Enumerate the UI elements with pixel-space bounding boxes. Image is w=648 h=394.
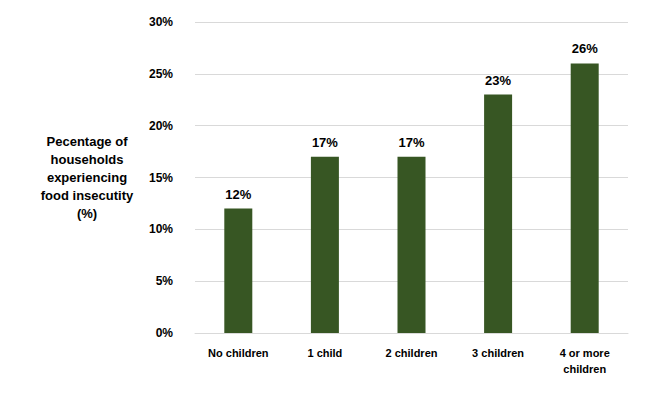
svg-text:1 child: 1 child [307, 347, 342, 359]
svg-text:food insecutity: food insecutity [41, 188, 134, 203]
svg-text:5%: 5% [156, 274, 174, 288]
svg-text:26%: 26% [572, 41, 598, 56]
svg-text:2 children: 2 children [386, 347, 438, 359]
svg-text:children: children [563, 363, 606, 375]
svg-text:experiencing: experiencing [47, 170, 127, 185]
svg-text:4 or more: 4 or more [560, 347, 610, 359]
svg-text:Pecentage of: Pecentage of [47, 134, 129, 149]
svg-text:30%: 30% [149, 15, 173, 29]
svg-text:0%: 0% [156, 326, 174, 340]
svg-text:15%: 15% [149, 171, 173, 185]
svg-text:10%: 10% [149, 222, 173, 236]
svg-text:23%: 23% [485, 73, 511, 88]
svg-text:17%: 17% [312, 135, 338, 150]
svg-text:(%): (%) [77, 206, 97, 221]
svg-text:households: households [51, 152, 124, 167]
svg-text:No children: No children [208, 347, 269, 359]
svg-text:25%: 25% [149, 67, 173, 81]
svg-text:12%: 12% [225, 187, 251, 202]
svg-text:3 children: 3 children [472, 347, 524, 359]
svg-text:17%: 17% [398, 135, 424, 150]
svg-text:20%: 20% [149, 119, 173, 133]
